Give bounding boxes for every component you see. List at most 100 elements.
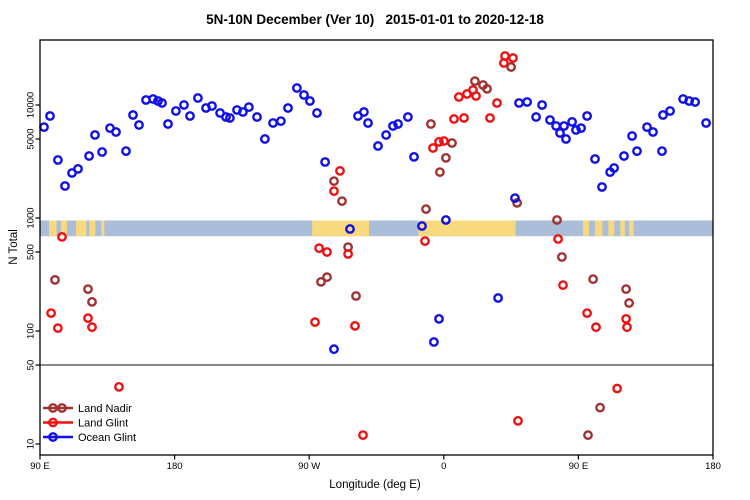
- data-point: [304, 96, 315, 106]
- map-strip-land: [75, 220, 87, 237]
- x-axis-label: Longitude (deg E): [329, 479, 421, 491]
- data-point: [453, 92, 464, 102]
- data-point: [582, 111, 592, 121]
- map-strip-land: [101, 220, 105, 237]
- data-point: [299, 90, 309, 100]
- data-point: [583, 430, 593, 440]
- data-point: [658, 110, 668, 120]
- data-point: [57, 231, 67, 242]
- data-point: [53, 323, 63, 333]
- data-point: [322, 272, 332, 282]
- data-point: [134, 120, 144, 130]
- data-point: [512, 197, 522, 208]
- data-point: [438, 136, 449, 146]
- data-point: [493, 293, 503, 303]
- data-point: [555, 128, 565, 138]
- data-point: [559, 121, 569, 131]
- data-point: [39, 122, 49, 133]
- map-strip-land: [418, 220, 516, 237]
- map-strip-land: [89, 220, 96, 237]
- data-point: [310, 317, 320, 327]
- data-point: [252, 112, 262, 122]
- data-point: [224, 113, 235, 123]
- data-point: [471, 91, 481, 101]
- data-point: [537, 100, 547, 110]
- data-point: [595, 402, 605, 413]
- x-tick-label: 0: [441, 461, 446, 472]
- data-point: [619, 151, 629, 161]
- data-point: [237, 107, 248, 117]
- data-point: [46, 308, 56, 318]
- data-point: [492, 98, 502, 108]
- data-point: [627, 131, 637, 141]
- data-point: [609, 163, 619, 173]
- data-point: [665, 106, 675, 116]
- data-point: [447, 138, 457, 148]
- data-point: [417, 221, 427, 231]
- data-point: [522, 97, 532, 107]
- map-strip-land: [49, 220, 57, 237]
- data-point: [590, 154, 600, 164]
- map-strip-ocean: [40, 220, 713, 237]
- data-point: [50, 274, 60, 285]
- data-point: [621, 284, 631, 294]
- data-point: [268, 118, 278, 128]
- data-point: [482, 84, 492, 94]
- data-point: [591, 322, 601, 333]
- data-point: [510, 193, 520, 204]
- data-point: [514, 98, 524, 108]
- map-strip-land: [582, 220, 589, 237]
- data-point: [363, 118, 373, 128]
- data-point: [557, 252, 567, 262]
- legend-item: Land Nadir: [43, 403, 132, 415]
- data-point: [350, 320, 360, 331]
- data-point: [684, 96, 694, 106]
- data-point: [434, 167, 445, 178]
- x-tick-label: 180: [705, 461, 721, 472]
- y-tick-label: 10000: [26, 92, 37, 118]
- data-point: [571, 125, 581, 135]
- data-point: [513, 415, 523, 426]
- data-point: [402, 112, 413, 122]
- data-point: [358, 430, 368, 440]
- data-point: [335, 165, 345, 176]
- y-tick-label: 10: [26, 439, 37, 450]
- data-point: [648, 127, 658, 137]
- data-point: [449, 114, 459, 124]
- data-point: [701, 118, 711, 128]
- data-point: [440, 152, 451, 163]
- data-point: [60, 181, 70, 191]
- data-point: [90, 130, 100, 140]
- y-tick-label: 500: [26, 244, 37, 260]
- data-point: [425, 119, 436, 129]
- data-point: [420, 236, 430, 247]
- data-point: [345, 224, 355, 234]
- map-strip-land: [620, 220, 625, 237]
- data-point: [597, 182, 607, 192]
- data-point: [351, 291, 361, 301]
- data-point: [561, 134, 571, 144]
- data-point: [185, 111, 195, 121]
- data-point: [291, 83, 302, 93]
- data-point: [469, 76, 480, 87]
- data-point: [316, 276, 326, 287]
- data-point: [312, 108, 322, 118]
- data-point: [148, 94, 159, 104]
- data-point: [314, 243, 324, 254]
- map-strip-land: [629, 220, 634, 237]
- y-tick-label: 100: [26, 323, 37, 339]
- data-point: [157, 98, 167, 108]
- data-point: [322, 247, 332, 257]
- legend-label: Land Nadir: [78, 403, 132, 415]
- data-point: [622, 322, 632, 333]
- data-point: [373, 141, 383, 151]
- data-point: [87, 296, 97, 307]
- data-point: [612, 383, 622, 394]
- x-tick-label: 180: [167, 461, 183, 472]
- data-point: [381, 130, 391, 140]
- data-point: [192, 93, 203, 103]
- map-strip-land: [608, 220, 615, 237]
- data-point: [329, 344, 339, 355]
- legend-label: Ocean Glint: [78, 432, 136, 444]
